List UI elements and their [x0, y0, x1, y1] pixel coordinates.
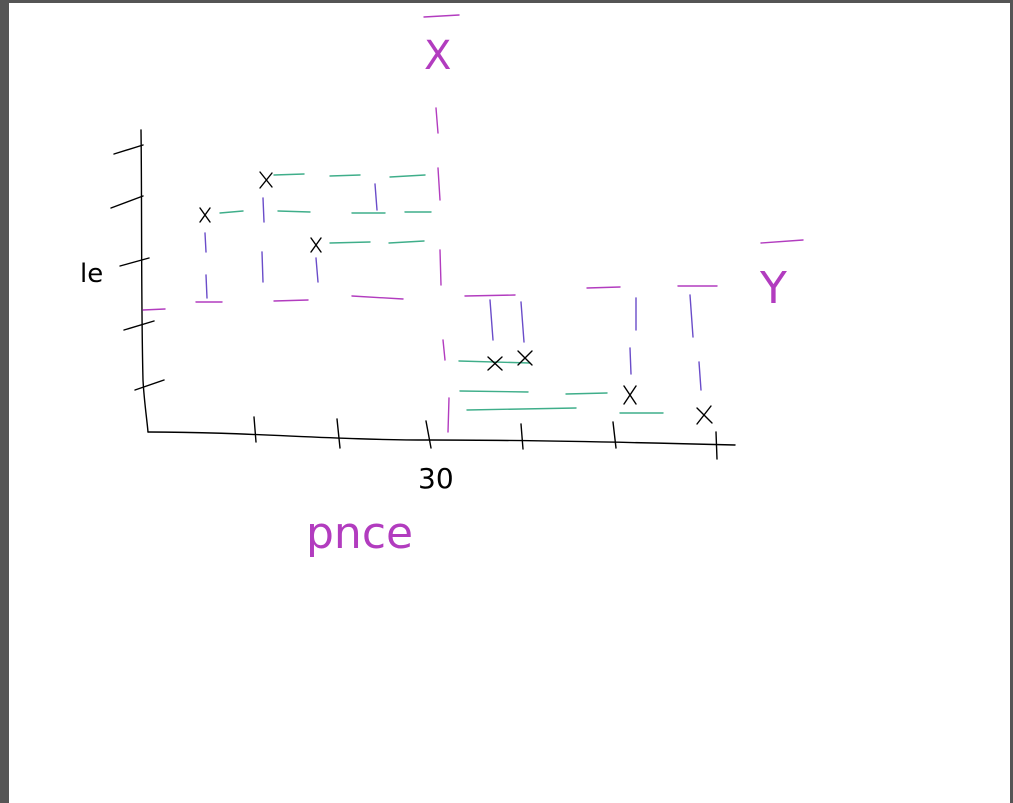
- lower-right-horizontal-deviations: [458, 360, 664, 414]
- upper-left-horizontal-deviations: [219, 173, 432, 244]
- y-bar-label: Y: [759, 263, 787, 314]
- upper-left-vertical-deviations: [204, 183, 378, 299]
- x-tick-label: 30: [418, 462, 454, 495]
- data-point: [623, 385, 637, 405]
- y-axis-ticks: [110, 144, 165, 391]
- data-point: [310, 237, 322, 253]
- x-axis-label: pnce: [306, 508, 413, 559]
- whiteboard-canvas[interactable]: [9, 3, 1010, 803]
- data-point: [696, 405, 713, 425]
- x-axis-ticks: [253, 416, 718, 460]
- data-point: [487, 356, 503, 371]
- x-mean-line: [423, 14, 460, 433]
- data-point: [517, 350, 533, 366]
- x-bar-label: X: [424, 33, 451, 79]
- data-points-lower-right: [487, 350, 713, 425]
- lower-right-vertical-deviations: [489, 294, 702, 391]
- y-mean-line: [142, 239, 804, 311]
- data-point: [259, 171, 273, 189]
- y-tick-label: le: [80, 259, 103, 289]
- data-point: [199, 207, 211, 223]
- y-axis: [140, 129, 149, 433]
- x-axis: [147, 431, 736, 446]
- data-points-upper-left: [199, 171, 322, 253]
